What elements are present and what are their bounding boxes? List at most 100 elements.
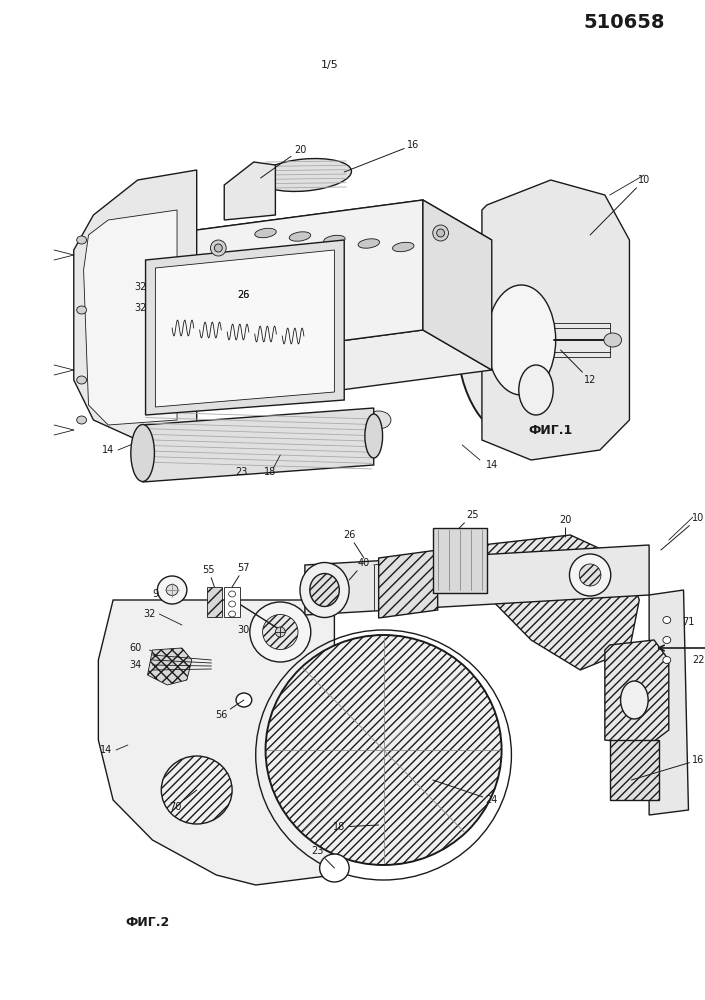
FancyBboxPatch shape	[433, 528, 487, 593]
Polygon shape	[605, 640, 669, 745]
Ellipse shape	[458, 240, 585, 440]
Polygon shape	[147, 648, 192, 685]
Text: 22: 22	[692, 655, 704, 665]
FancyBboxPatch shape	[224, 587, 240, 617]
Polygon shape	[197, 330, 492, 400]
Ellipse shape	[570, 554, 611, 596]
Ellipse shape	[620, 681, 648, 719]
Text: 30: 30	[238, 625, 250, 635]
Text: ФИГ.1: ФИГ.1	[529, 424, 573, 436]
Text: 26: 26	[238, 290, 250, 300]
Ellipse shape	[324, 235, 345, 245]
Ellipse shape	[487, 285, 556, 395]
Ellipse shape	[161, 756, 232, 824]
Text: 1/5: 1/5	[321, 60, 338, 70]
Text: 20: 20	[559, 515, 572, 537]
Ellipse shape	[236, 693, 252, 707]
Text: 56: 56	[215, 700, 244, 720]
Ellipse shape	[433, 225, 448, 241]
Ellipse shape	[393, 242, 414, 252]
Polygon shape	[649, 590, 689, 815]
Text: 71: 71	[682, 617, 694, 627]
Text: 40: 40	[349, 558, 370, 580]
Polygon shape	[379, 550, 438, 618]
Ellipse shape	[266, 635, 501, 865]
Text: 32: 32	[135, 282, 147, 292]
Ellipse shape	[255, 228, 276, 238]
Text: 32: 32	[135, 303, 147, 313]
Polygon shape	[197, 200, 492, 270]
Polygon shape	[197, 200, 423, 360]
Polygon shape	[472, 535, 639, 670]
Ellipse shape	[663, 656, 670, 664]
Text: 14: 14	[486, 460, 498, 470]
Ellipse shape	[580, 564, 601, 586]
Ellipse shape	[300, 562, 349, 617]
Text: 25: 25	[459, 510, 478, 528]
Text: 32: 32	[143, 609, 156, 619]
Text: 34: 34	[130, 660, 142, 670]
Text: 14: 14	[102, 445, 114, 455]
Ellipse shape	[604, 333, 622, 347]
Polygon shape	[155, 250, 334, 407]
Polygon shape	[610, 740, 659, 800]
Text: 14: 14	[100, 745, 112, 755]
Ellipse shape	[663, 637, 670, 644]
Ellipse shape	[358, 239, 379, 248]
Ellipse shape	[519, 365, 553, 415]
Text: 57: 57	[232, 563, 250, 587]
Polygon shape	[142, 408, 374, 482]
Ellipse shape	[262, 614, 298, 650]
Ellipse shape	[77, 416, 87, 424]
Ellipse shape	[276, 627, 286, 637]
FancyBboxPatch shape	[207, 587, 222, 617]
Text: 60: 60	[130, 643, 142, 653]
Ellipse shape	[250, 602, 311, 662]
Ellipse shape	[77, 306, 87, 314]
Ellipse shape	[77, 236, 87, 244]
Ellipse shape	[319, 854, 349, 882]
Ellipse shape	[663, 616, 670, 624]
Ellipse shape	[228, 591, 235, 597]
Text: 18: 18	[264, 467, 276, 477]
Text: 24: 24	[433, 780, 498, 805]
Text: 55: 55	[202, 565, 215, 587]
Text: 10: 10	[661, 513, 704, 550]
Ellipse shape	[211, 240, 226, 256]
Polygon shape	[99, 600, 334, 885]
Polygon shape	[145, 240, 344, 415]
Ellipse shape	[289, 232, 311, 241]
Text: 20: 20	[261, 145, 306, 178]
Ellipse shape	[436, 229, 445, 237]
Text: 70: 70	[169, 790, 197, 812]
Ellipse shape	[131, 424, 154, 482]
Ellipse shape	[157, 576, 187, 604]
Text: 18: 18	[333, 822, 379, 832]
Ellipse shape	[365, 414, 383, 458]
Polygon shape	[224, 162, 276, 220]
Ellipse shape	[309, 574, 339, 606]
Text: 16: 16	[632, 755, 704, 780]
Text: 12: 12	[560, 350, 596, 385]
Text: 16: 16	[344, 140, 419, 172]
Polygon shape	[74, 170, 197, 440]
Text: 23: 23	[235, 467, 247, 477]
Text: 510658: 510658	[584, 12, 666, 31]
Ellipse shape	[367, 411, 391, 429]
Ellipse shape	[166, 584, 178, 595]
Ellipse shape	[214, 244, 222, 252]
Text: ФИГ.2: ФИГ.2	[125, 916, 170, 928]
Ellipse shape	[77, 376, 87, 384]
Text: 26: 26	[343, 530, 364, 558]
Text: 9: 9	[152, 589, 159, 599]
Polygon shape	[482, 180, 630, 460]
Polygon shape	[84, 210, 177, 425]
Ellipse shape	[228, 611, 235, 617]
Polygon shape	[423, 200, 492, 370]
Text: 10: 10	[590, 175, 650, 235]
Polygon shape	[305, 545, 649, 615]
Ellipse shape	[228, 601, 235, 607]
Text: 26: 26	[238, 290, 250, 300]
Text: 23: 23	[312, 846, 334, 868]
Ellipse shape	[258, 159, 352, 191]
